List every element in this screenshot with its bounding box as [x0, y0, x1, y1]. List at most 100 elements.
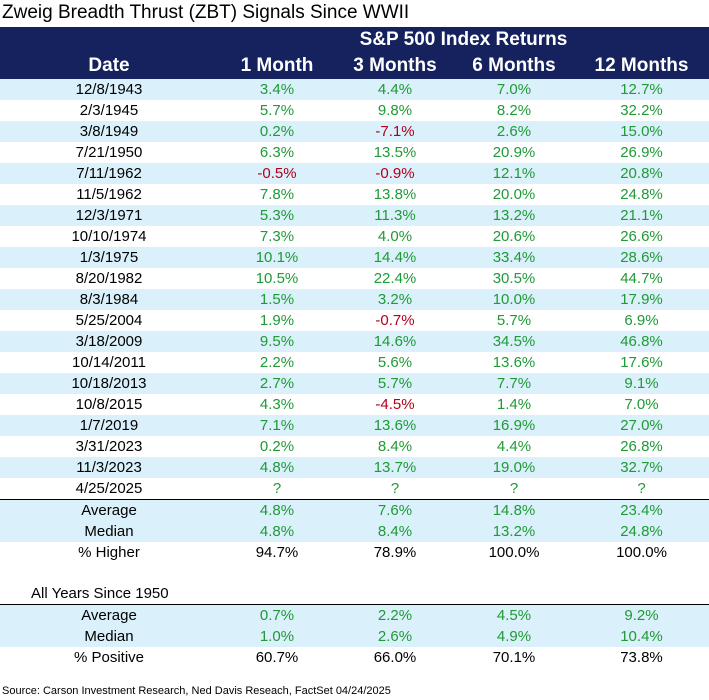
signal-date: 1/3/1975 — [0, 247, 218, 268]
return-cell: ? — [637, 480, 646, 497]
signal-row: 10/8/2015 4.3% -4.5% 1.4% 7.0% — [0, 394, 709, 415]
return-cell: 34.5% — [454, 331, 574, 352]
return-cell: -0.7% — [375, 312, 415, 329]
signal-row: 7/11/1962 -0.5% -0.9% 12.1% 20.8% — [0, 163, 709, 184]
return-cell: 15.0% — [574, 121, 709, 142]
return-cell: 26.9% — [620, 144, 663, 161]
return-cell: 13.2% — [454, 521, 574, 542]
return-cell: -4.5% — [375, 396, 415, 413]
signal-date: 8/20/1982 — [75, 270, 143, 287]
return-cell: 9.2% — [574, 605, 709, 626]
col-header-date: Date — [88, 55, 130, 76]
all-years-divider — [0, 604, 709, 605]
signal-row: 1/3/1975 10.1% 14.4% 33.4% 28.6% — [0, 247, 709, 268]
source-note: Source: Carson Investment Research, Ned … — [2, 685, 391, 697]
signal-date: 8/3/1984 — [0, 289, 218, 310]
return-cell: ? — [272, 480, 282, 497]
summary-row: Median 4.8% 8.4% 13.2% 24.8% — [0, 521, 709, 542]
all-years-label: Average — [0, 605, 218, 626]
all-years-title: All Years Since 1950 — [31, 585, 169, 602]
return-cell: 6.3% — [259, 144, 295, 161]
return-cell: 7.6% — [336, 500, 454, 521]
return-cell: 3.2% — [336, 289, 454, 310]
signal-date: 10/8/2015 — [75, 396, 143, 413]
summary-label: % Higher — [78, 544, 140, 561]
col-header-3-months: 3 Months — [353, 55, 437, 76]
return-cell: 13.6% — [336, 415, 454, 436]
signals-table: 12/8/1943 3.4% 4.4% 7.0% 12.7% 2/3/1945 5.7% 9.… — [0, 79, 709, 499]
signal-date: 12/3/1971 — [0, 205, 218, 226]
return-cell: 12.1% — [454, 163, 574, 184]
return-cell: 3.4% — [218, 79, 336, 100]
signal-row: 10/14/2011 2.2% 5.6% 13.6% 17.6% — [0, 352, 709, 373]
table-header: S&P 500 Index Returns Date 1 Month 3 Mon… — [0, 27, 709, 79]
return-cell: 20.8% — [574, 163, 709, 184]
summary-row: Average 4.8% 7.6% 14.8% 23.4% — [0, 500, 709, 521]
return-cell: 4.8% — [218, 500, 336, 521]
signal-row: 3/31/2023 0.2% 8.4% 4.4% 26.8% — [0, 436, 709, 457]
return-cell: 73.8% — [620, 649, 663, 666]
signal-row: 10/10/1974 7.3% 4.0% 20.6% 26.6% — [0, 226, 709, 247]
return-cell: 7.1% — [218, 415, 336, 436]
return-cell: 70.1% — [492, 649, 536, 666]
signal-row: 8/20/1982 10.5% 22.4% 30.5% 44.7% — [0, 268, 709, 289]
return-cell: 60.7% — [255, 649, 299, 666]
return-cell: 9.1% — [574, 373, 709, 394]
return-cell: 24.8% — [574, 521, 709, 542]
return-cell: 12.7% — [574, 79, 709, 100]
signal-row: 3/18/2009 9.5% 14.6% 34.5% 46.8% — [0, 331, 709, 352]
signal-date: 12/8/1943 — [0, 79, 218, 100]
signal-date: 7/11/1962 — [0, 163, 218, 184]
return-cell: 21.1% — [574, 205, 709, 226]
return-cell: 10.4% — [574, 626, 709, 647]
return-cell: 13.8% — [373, 186, 417, 203]
chart-title: Zweig Breadth Thrust (ZBT) Signals Since… — [2, 2, 410, 23]
return-cell: 17.9% — [574, 289, 709, 310]
return-cell: 5.7% — [259, 102, 295, 119]
return-cell: 23.4% — [574, 500, 709, 521]
signal-date: 5/25/2004 — [75, 312, 143, 329]
return-cell: 0.2% — [259, 438, 295, 455]
return-cell: 14.4% — [336, 247, 454, 268]
return-cell: 26.8% — [620, 438, 663, 455]
return-cell: -0.5% — [218, 163, 336, 184]
signal-date: 4/25/2025 — [75, 480, 143, 497]
all-years-row: Median 1.0% 2.6% 4.9% 10.4% — [0, 626, 709, 647]
signal-row: 12/3/1971 5.3% 11.3% 13.2% 21.1% — [0, 205, 709, 226]
return-cell: 5.7% — [496, 312, 532, 329]
return-cell: 1.5% — [218, 289, 336, 310]
return-cell: 10.5% — [255, 270, 299, 287]
summary-label: Median — [0, 521, 218, 542]
signal-row: 8/3/1984 1.5% 3.2% 10.0% 17.9% — [0, 289, 709, 310]
return-cell: 4.0% — [377, 228, 413, 245]
return-cell: 6.9% — [624, 312, 659, 329]
return-cell: 0.2% — [218, 121, 336, 142]
return-cell: 5.7% — [336, 373, 454, 394]
return-cell: 26.6% — [620, 228, 663, 245]
return-cell: 7.7% — [454, 373, 574, 394]
return-cell: 22.4% — [373, 270, 417, 287]
signal-row: 11/3/2023 4.8% 13.7% 19.0% 32.7% — [0, 457, 709, 478]
return-cell: 2.2% — [336, 605, 454, 626]
signal-date: 10/10/1974 — [71, 228, 147, 245]
return-cell: 2.2% — [259, 354, 295, 371]
return-cell: 7.3% — [259, 228, 295, 245]
return-cell: 13.2% — [454, 205, 574, 226]
return-cell: 11.3% — [336, 205, 454, 226]
return-cell: 4.4% — [336, 79, 454, 100]
return-cell: 2.7% — [218, 373, 336, 394]
col-header-12-months: 12 Months — [594, 55, 689, 76]
return-cell: 1.0% — [218, 626, 336, 647]
return-cell: 32.2% — [620, 102, 663, 119]
signal-row: 11/5/1962 7.8% 13.8% 20.0% 24.8% — [0, 184, 709, 205]
return-cell: 4.5% — [454, 605, 574, 626]
return-cell: 20.9% — [492, 144, 536, 161]
return-cell: 19.0% — [454, 457, 574, 478]
signal-row: 4/25/2025???? — [0, 478, 709, 499]
signal-row: 1/7/2019 7.1% 13.6% 16.9% 27.0% — [0, 415, 709, 436]
summary-row: % Higher 94.7% 78.9% 100.0% 100.0% — [0, 542, 709, 563]
return-cell: 8.4% — [336, 521, 454, 542]
signal-row: 10/18/2013 2.7% 5.7% 7.7% 9.1% — [0, 373, 709, 394]
return-cell: 13.7% — [336, 457, 454, 478]
return-cell: 30.5% — [492, 270, 536, 287]
